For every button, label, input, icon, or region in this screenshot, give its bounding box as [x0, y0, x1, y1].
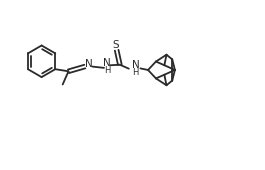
- Text: H: H: [132, 68, 139, 77]
- Text: H: H: [104, 66, 111, 75]
- Text: S: S: [112, 40, 119, 50]
- Text: N: N: [85, 59, 93, 70]
- Text: N: N: [132, 60, 140, 70]
- Text: N: N: [103, 58, 111, 68]
